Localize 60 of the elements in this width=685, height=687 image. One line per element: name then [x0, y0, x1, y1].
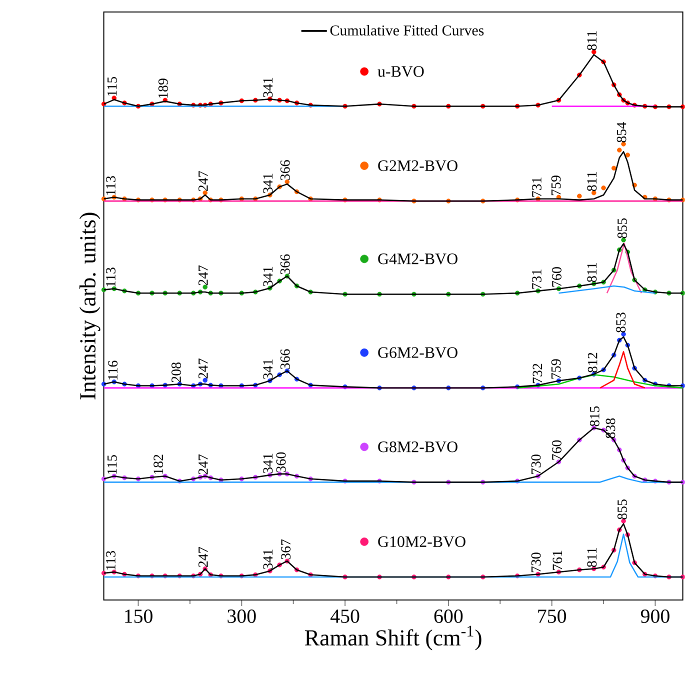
annotation: 759: [551, 176, 561, 196]
annotation: 730: [531, 552, 541, 572]
annotation: 341: [263, 360, 273, 379]
annotation: 247: [198, 171, 208, 192]
annotation: 854: [616, 122, 626, 142]
x-axis-title: Raman Shift (cm$^{-1}$): [305, 626, 482, 650]
annotation: 811: [587, 172, 597, 192]
annotation: 116: [108, 360, 118, 380]
legend-label: u-BVO: [378, 66, 424, 77]
annotation: 341: [263, 550, 273, 570]
annotation: 341: [263, 174, 273, 194]
annotation: 732: [532, 364, 542, 384]
annotation: 360: [276, 452, 286, 472]
annotation: 247: [198, 547, 208, 567]
annotation: 182: [154, 454, 164, 474]
annotation: 760: [552, 440, 562, 460]
annotation: 761: [552, 550, 562, 570]
legend-label: G8M2-BVO: [378, 441, 458, 452]
x-tick-label: 750: [538, 610, 566, 623]
annotation: 366: [280, 349, 290, 370]
annotation: 731: [532, 270, 542, 289]
annotation: 115: [108, 455, 117, 474]
annotation: 113: [106, 550, 116, 570]
annotation: 113: [106, 268, 116, 286]
annotation: 811: [587, 263, 597, 282]
annotation: 811: [587, 31, 597, 50]
annotation: 815: [590, 406, 600, 426]
x-tick-label: 900: [641, 610, 670, 623]
x-tick-label: 300: [228, 610, 256, 623]
annotation: 366: [280, 160, 290, 180]
legend-label: G10M2-BVO: [378, 536, 466, 548]
annotation: 853: [616, 312, 626, 332]
annotation: 760: [552, 267, 562, 287]
annotation: 247: [198, 358, 208, 378]
annotation: 341: [263, 266, 273, 286]
annotation: 208: [172, 362, 182, 382]
annotation: 759: [551, 359, 561, 379]
x-tick-label: 150: [125, 610, 153, 623]
annotation: 730: [531, 454, 541, 474]
legend-label: Cumulative Fitted Curves: [330, 25, 484, 36]
annotation: 115: [108, 76, 117, 96]
annotation: 812: [588, 352, 598, 372]
x-tick-label: 450: [330, 610, 360, 623]
annotation: 189: [158, 78, 168, 98]
annotation: 113: [106, 176, 116, 195]
annotation: 341: [263, 454, 273, 474]
annotation: 367: [281, 539, 291, 560]
annotation: 811: [587, 548, 597, 568]
annotation: 366: [280, 254, 290, 274]
annotation: 731: [532, 178, 542, 197]
annotation: 247: [198, 454, 208, 474]
annotation: 855: [618, 500, 628, 520]
x-tick-label: 600: [434, 610, 463, 623]
annotation: 247: [198, 265, 208, 286]
annotation: 855: [618, 218, 628, 238]
annotation: 341: [263, 78, 273, 98]
legend-label: G2M2-BVO: [378, 160, 458, 172]
y-axis-title: Intensity (arb. units): [80, 212, 100, 400]
legend-label: G6M2-BVO: [378, 347, 458, 358]
legend-label: G4M2-BVO: [378, 254, 458, 264]
